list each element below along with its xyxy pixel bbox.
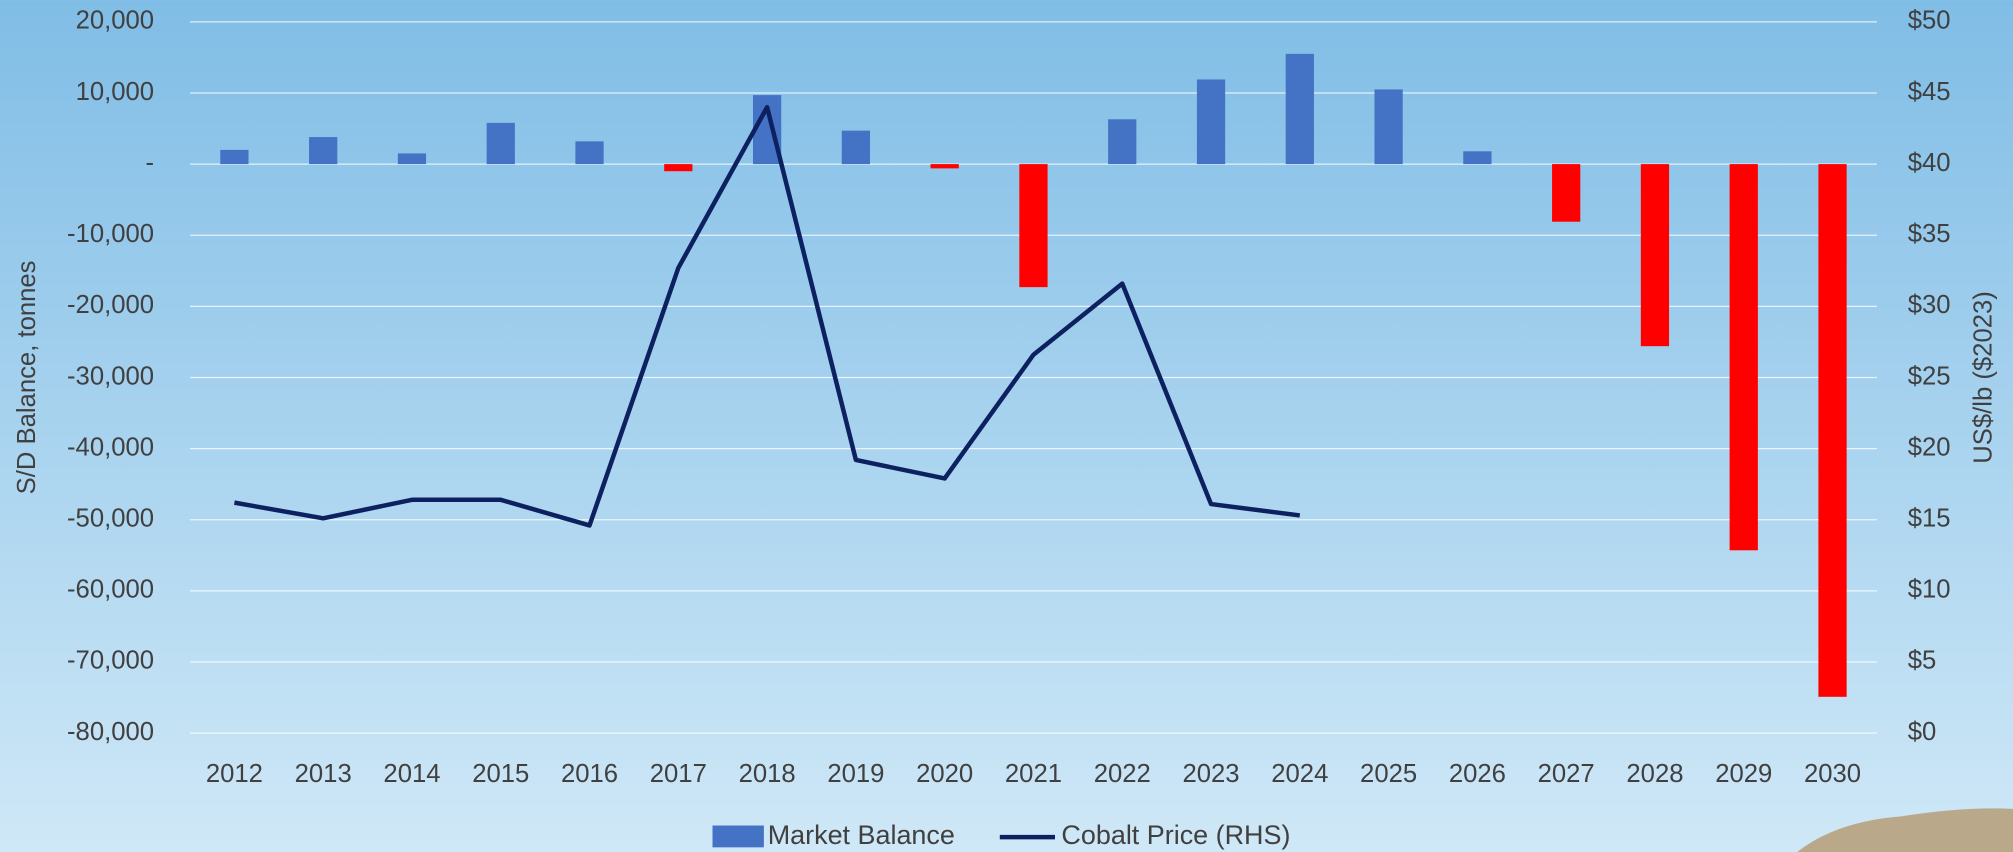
y2-tick-label: $35 xyxy=(1908,220,1951,248)
bar xyxy=(1197,79,1225,164)
bar xyxy=(1730,164,1758,550)
y2-tick-label: $10 xyxy=(1908,576,1951,604)
background xyxy=(0,0,2013,852)
y-tick-label: -30,000 xyxy=(67,362,154,390)
y-tick-label: -20,000 xyxy=(67,291,154,319)
x-tick-label: 2030 xyxy=(1804,760,1861,788)
x-tick-label: 2015 xyxy=(472,760,529,788)
bar xyxy=(1818,164,1846,697)
y2-tick-label: $20 xyxy=(1908,433,1951,461)
y2-tick-label: $25 xyxy=(1908,362,1951,390)
x-tick-label: 2014 xyxy=(383,760,440,788)
y-tick-label: -70,000 xyxy=(67,647,154,675)
x-tick-label: 2029 xyxy=(1715,760,1772,788)
y2-tick-label: $15 xyxy=(1908,504,1951,532)
y2-tick-label: $50 xyxy=(1908,7,1951,35)
legend-label: Cobalt Price (RHS) xyxy=(1061,820,1290,850)
x-tick-label: 2012 xyxy=(206,760,263,788)
x-tick-label: 2019 xyxy=(827,760,884,788)
legend-swatch xyxy=(713,826,764,848)
x-tick-label: 2024 xyxy=(1271,760,1328,788)
x-tick-label: 2013 xyxy=(295,760,352,788)
x-tick-label: 2017 xyxy=(650,760,707,788)
y-tick-label: 10,000 xyxy=(76,78,154,106)
y-axis-title: S/D Balance, tonnes xyxy=(13,261,41,495)
bar xyxy=(398,153,426,164)
y-tick-label: - xyxy=(146,149,155,177)
bar xyxy=(1374,89,1402,164)
y-tick-label: -80,000 xyxy=(67,718,154,746)
bar xyxy=(931,164,959,168)
y2-tick-label: $45 xyxy=(1908,78,1951,106)
bar xyxy=(220,150,248,164)
y-tick-label: -10,000 xyxy=(67,220,154,248)
bar xyxy=(1641,164,1669,346)
y2-axis-title: US$/lb ($2023) xyxy=(1970,291,1998,464)
y-tick-label: -60,000 xyxy=(67,576,154,604)
bar xyxy=(1108,119,1136,164)
bar xyxy=(309,137,337,164)
y2-tick-label: $0 xyxy=(1908,718,1937,746)
y2-tick-label: $40 xyxy=(1908,149,1951,177)
bar xyxy=(575,141,603,164)
x-tick-label: 2018 xyxy=(739,760,796,788)
x-tick-label: 2021 xyxy=(1005,760,1062,788)
bar xyxy=(1463,151,1491,164)
x-tick-label: 2022 xyxy=(1094,760,1151,788)
x-tick-label: 2027 xyxy=(1538,760,1595,788)
x-tick-label: 2016 xyxy=(561,760,618,788)
x-tick-label: 2028 xyxy=(1626,760,1683,788)
y2-tick-label: $5 xyxy=(1908,647,1937,675)
x-tick-label: 2026 xyxy=(1449,760,1506,788)
y-tick-label: -40,000 xyxy=(67,433,154,461)
x-tick-label: 2023 xyxy=(1182,760,1239,788)
x-tick-label: 2025 xyxy=(1360,760,1417,788)
y-tick-label: 20,000 xyxy=(76,7,154,35)
y-tick-label: -50,000 xyxy=(67,504,154,532)
legend-label: Market Balance xyxy=(768,820,955,850)
y2-tick-label: $30 xyxy=(1908,291,1951,319)
bar xyxy=(1286,54,1314,164)
bar xyxy=(1552,164,1580,222)
bar xyxy=(842,131,870,164)
bar xyxy=(1019,164,1047,287)
bar xyxy=(487,123,515,164)
chart: S/D Balance, tonnes US$/lb ($2023) -80,0… xyxy=(0,0,2013,852)
page: {"chart_data": {"type": "bar_line", "cat… xyxy=(0,0,2013,852)
bar xyxy=(664,164,692,171)
x-tick-label: 2020 xyxy=(916,760,973,788)
